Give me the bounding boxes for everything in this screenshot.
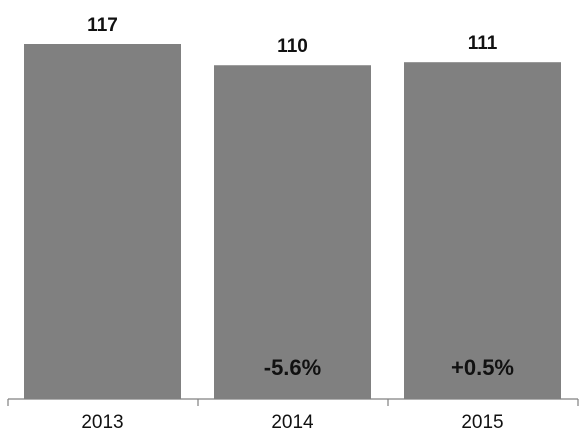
bar-2015 (404, 62, 561, 399)
bar-2013 (24, 44, 181, 399)
value-label-2013: 117 (87, 15, 118, 36)
change-label-2015: +0.5% (451, 355, 514, 380)
labels-group: 117 110 -5.6% 111 +0.5% (87, 15, 514, 380)
x-ticks-group: 2013 2014 2015 (7, 399, 579, 433)
x-tick-label-2015: 2015 (461, 412, 503, 433)
x-tick-label-2013: 2013 (81, 412, 123, 433)
bar-2014 (214, 65, 371, 399)
bars-group (24, 44, 561, 399)
value-label-2014: 110 (277, 36, 308, 57)
x-tick-label-2014: 2014 (271, 412, 314, 433)
change-label-2014: -5.6% (264, 355, 321, 380)
value-label-2015: 111 (468, 33, 498, 54)
